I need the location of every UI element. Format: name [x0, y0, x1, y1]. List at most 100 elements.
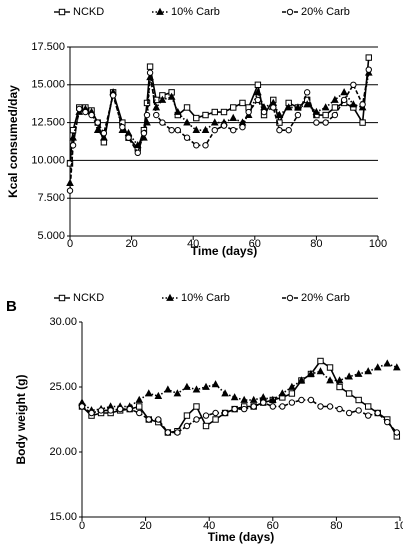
data-point — [210, 118, 219, 126]
data-point — [88, 111, 95, 119]
x-tick-label: 0 — [67, 238, 73, 250]
data-point — [100, 133, 108, 141]
data-point — [374, 409, 381, 417]
data-point — [212, 409, 219, 417]
y-tick-label: 12.500 — [31, 117, 65, 129]
legend-label: NCKD — [73, 292, 104, 304]
data-point — [298, 396, 305, 404]
x-tick-label: 0 — [79, 520, 85, 532]
data-point — [239, 99, 246, 107]
data-point — [254, 96, 262, 104]
y-tick-label: 17.500 — [31, 41, 65, 53]
x-tick-label: 40 — [203, 520, 215, 532]
data-point — [307, 369, 315, 377]
data-point — [143, 111, 151, 119]
series-line — [81, 362, 398, 412]
data-point — [355, 407, 362, 414]
x-tick-label: 60 — [267, 520, 279, 532]
data-point — [349, 100, 358, 108]
data-point — [201, 125, 210, 134]
data-point — [221, 409, 229, 417]
data-point — [125, 134, 132, 141]
data-point — [144, 389, 153, 397]
data-point — [143, 99, 151, 107]
data-point — [345, 409, 353, 417]
y-tick-label: 10.000 — [31, 154, 65, 166]
data-point — [202, 412, 210, 419]
y-tick-label: 15.000 — [31, 79, 65, 91]
data-point — [240, 405, 248, 413]
y-tick-label: 30.00 — [49, 316, 77, 328]
legend-label: 10% Carb — [181, 292, 230, 304]
data-point — [164, 429, 172, 436]
data-point — [220, 122, 228, 129]
data-point — [154, 391, 163, 399]
data-point — [331, 104, 339, 111]
legend-label: 10% Carb — [171, 6, 220, 18]
data-point — [202, 142, 209, 149]
data-point — [167, 92, 176, 100]
data-point — [145, 416, 152, 423]
series-line — [81, 359, 398, 437]
data-point — [365, 54, 372, 61]
data-point — [254, 81, 262, 88]
data-point — [136, 409, 143, 417]
data-point — [288, 390, 296, 397]
data-point — [69, 142, 77, 149]
data-point — [393, 429, 401, 436]
data-point — [168, 126, 175, 134]
y-tick-label: 15.00 — [49, 511, 77, 523]
data-point — [183, 382, 191, 390]
data-point — [336, 405, 343, 413]
data-point — [297, 376, 306, 384]
data-point — [230, 393, 239, 401]
data-point — [146, 63, 154, 70]
x-tick-label: 10 — [394, 520, 403, 532]
x-tick-label: 20 — [139, 520, 151, 532]
data-point — [250, 403, 257, 410]
data-point — [126, 405, 133, 413]
data-point — [212, 416, 219, 423]
data-point — [359, 101, 366, 108]
data-point — [260, 399, 267, 406]
data-point — [153, 96, 160, 104]
data-point — [294, 111, 302, 119]
data-point — [66, 187, 74, 194]
data-point — [174, 126, 182, 134]
legend-marker — [58, 294, 66, 302]
data-point — [153, 111, 160, 119]
legend-marker — [58, 8, 66, 16]
data-point — [94, 119, 101, 126]
data-point — [159, 119, 166, 126]
legend-label: 20% Carb — [301, 6, 350, 18]
data-point — [183, 118, 191, 126]
data-point — [192, 125, 201, 134]
data-point — [136, 403, 143, 410]
y-tick-label: 25.00 — [49, 381, 77, 393]
y-axis-title: Body weight (g) — [14, 375, 28, 465]
data-point — [164, 385, 172, 393]
data-point — [230, 126, 237, 134]
data-point — [288, 399, 296, 406]
data-point — [193, 416, 200, 423]
data-point — [183, 134, 191, 141]
x-tick-label: 100 — [369, 238, 387, 250]
data-point — [322, 119, 329, 126]
data-point — [303, 89, 311, 96]
data-point — [211, 108, 218, 116]
legend-label: NCKD — [73, 6, 104, 18]
data-point — [78, 403, 86, 410]
data-point — [173, 107, 182, 115]
data-point — [331, 111, 339, 119]
data-point — [316, 367, 325, 375]
data-point — [392, 363, 401, 371]
data-point — [384, 418, 391, 426]
data-point — [269, 403, 276, 410]
data-point — [340, 88, 348, 96]
data-point — [211, 380, 220, 388]
data-point — [335, 376, 344, 384]
data-point — [231, 405, 238, 413]
data-point — [345, 390, 353, 397]
data-point — [202, 111, 209, 119]
data-point — [174, 429, 181, 436]
